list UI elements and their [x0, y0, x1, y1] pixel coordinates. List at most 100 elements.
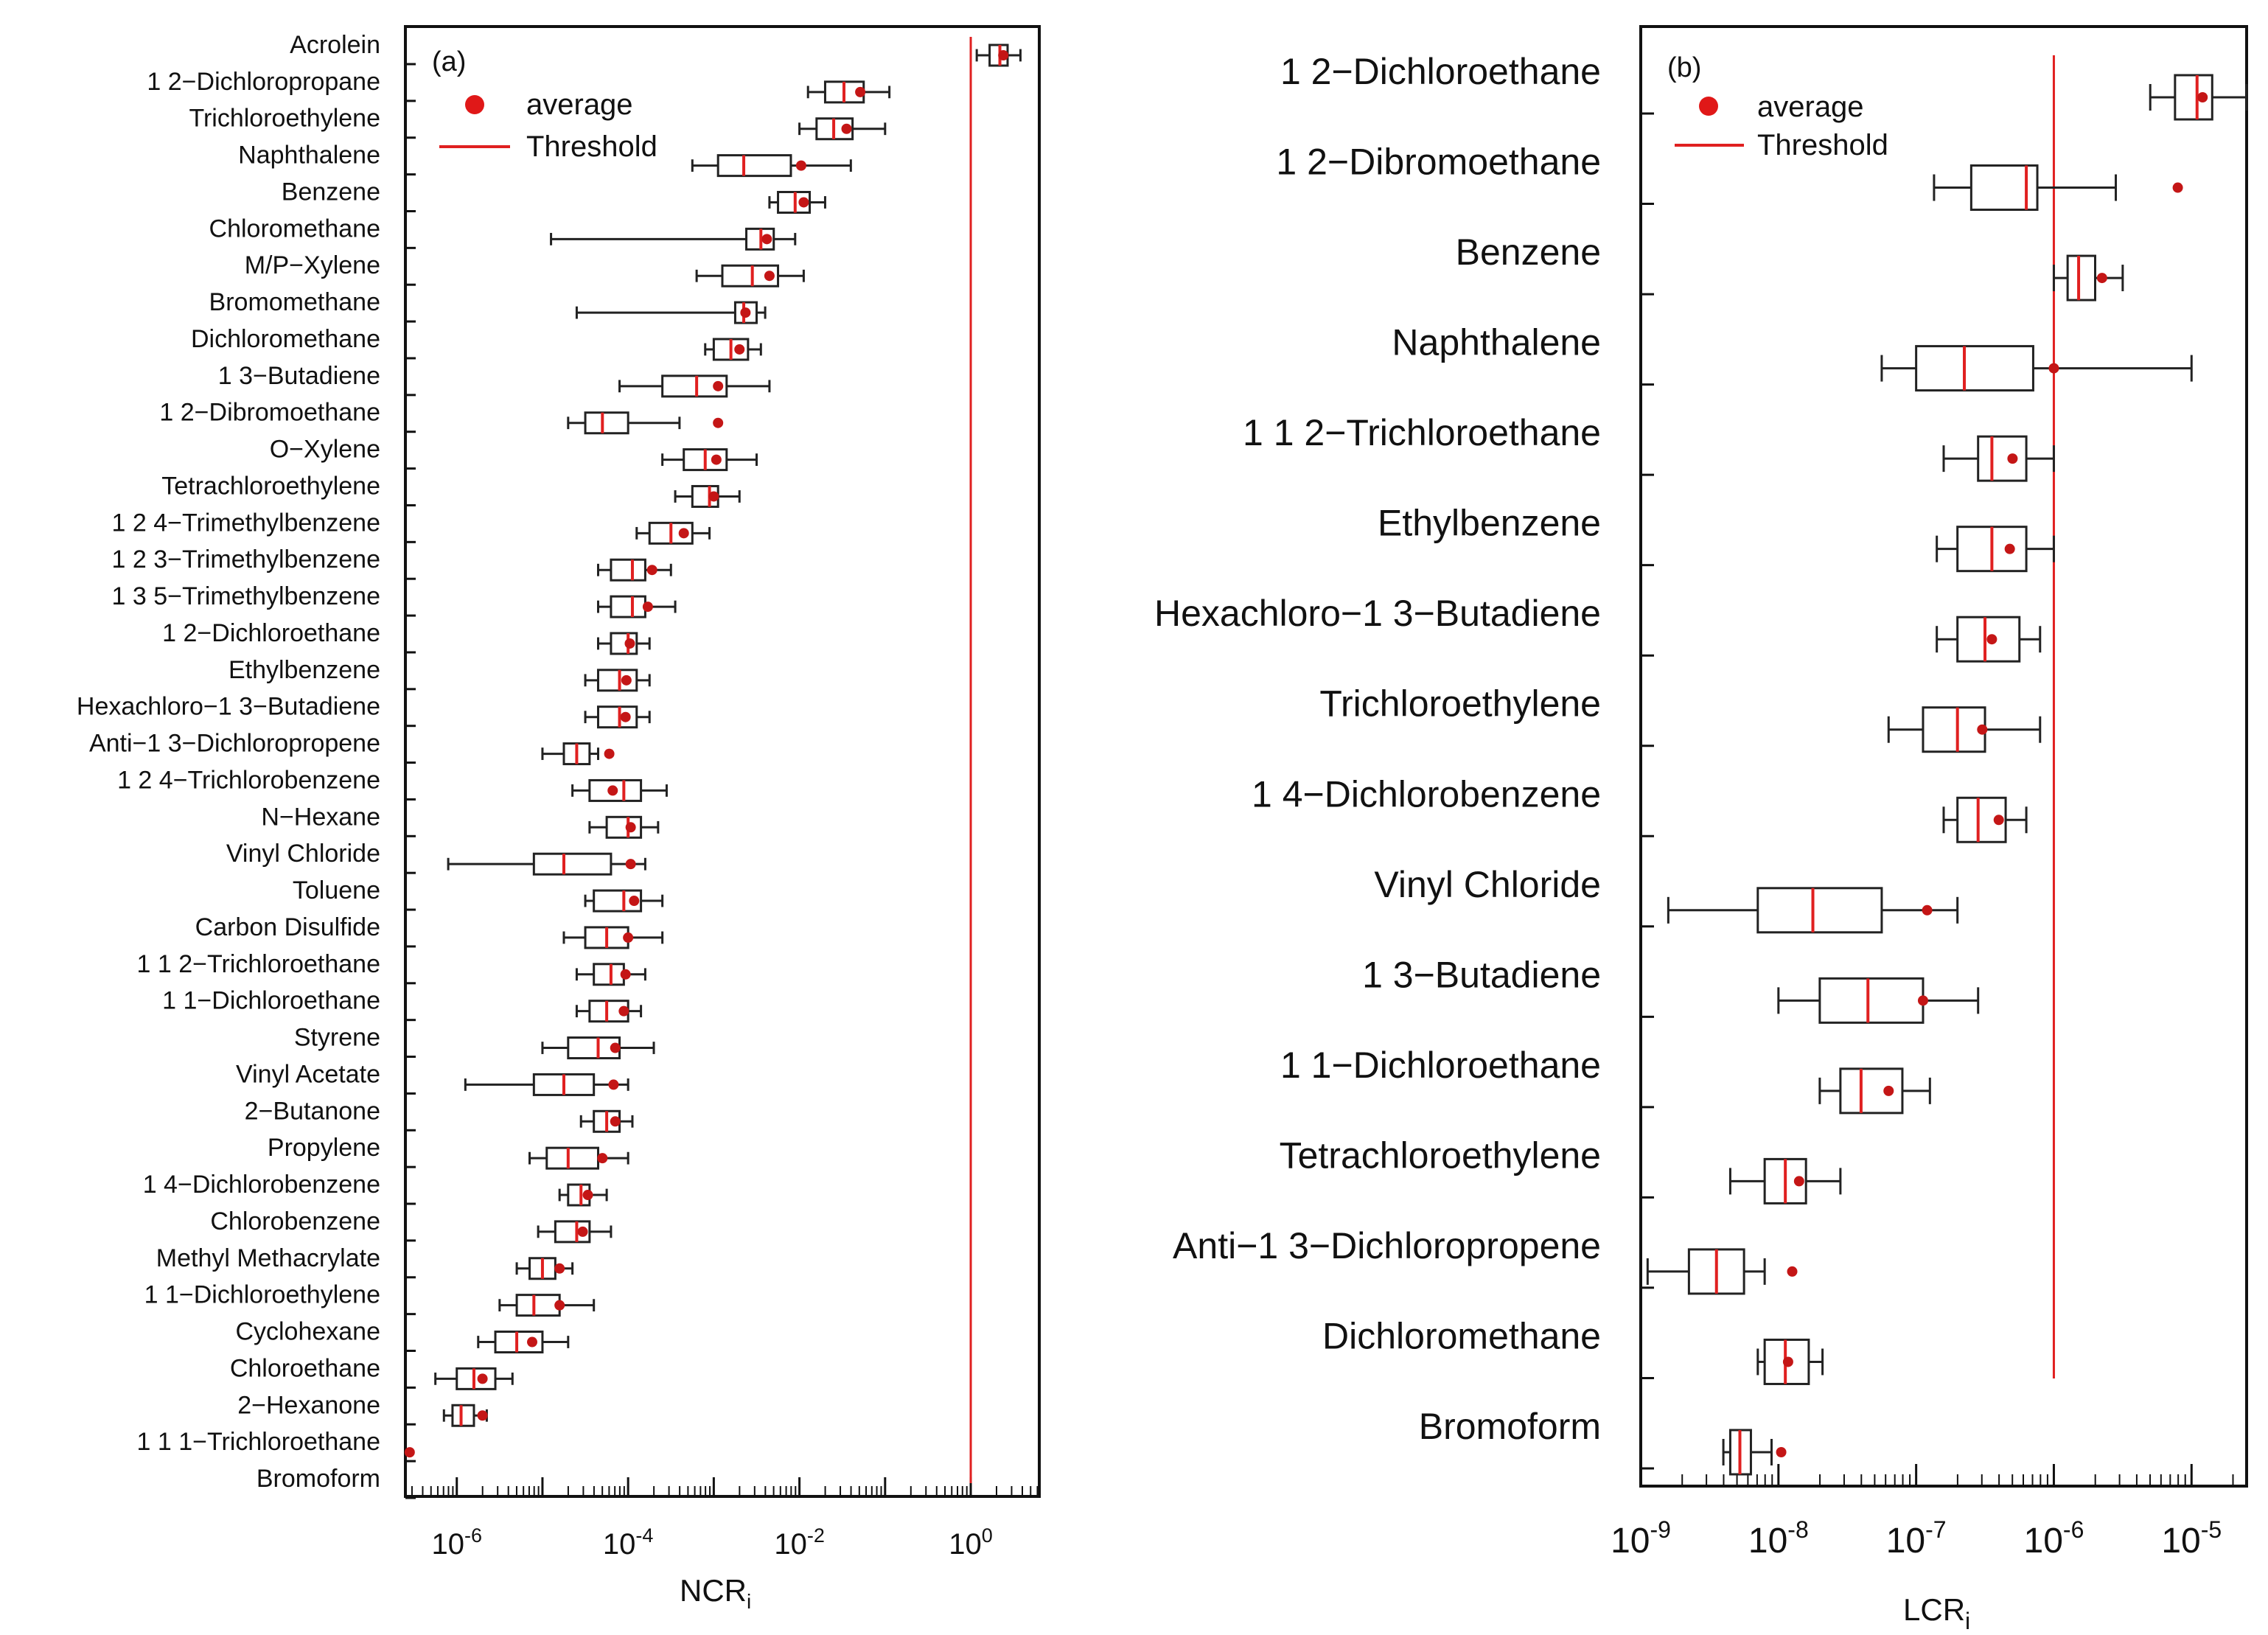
category-label: Tetrachloroethylene	[1280, 1134, 1601, 1176]
mean-marker	[713, 417, 724, 428]
mean-marker	[1883, 1085, 1894, 1096]
box-row	[515, 1257, 574, 1280]
mean-marker	[855, 86, 866, 97]
x-axis-title-b-main: LCR	[1903, 1592, 1965, 1627]
category-label: 1 2−Dibromoethane	[1276, 142, 1601, 183]
category-label: Cyclohexane	[235, 1318, 380, 1346]
category-label: Acrolein	[290, 31, 380, 59]
x-axis-title-a-main: NCR	[680, 1573, 747, 1608]
x-tick-exponent: -5	[2201, 1516, 2222, 1543]
mean-marker	[798, 197, 809, 208]
x-tick-base: 10	[949, 1528, 982, 1561]
x-tick-label: 10-2	[774, 1524, 825, 1561]
x-tick-label: 10-7	[1886, 1516, 1947, 1561]
category-label: Hexachloro−1 3−Butadiene	[1154, 593, 1601, 634]
category-label: 2−Butanone	[245, 1097, 380, 1125]
iqr-box	[1977, 435, 2028, 482]
category-label: Vinyl Chloride	[226, 840, 380, 868]
box-row	[1667, 887, 1959, 934]
box-row	[1880, 345, 2193, 392]
category-label: Bromomethane	[209, 288, 380, 316]
mean-marker	[618, 1005, 629, 1017]
iqr-box	[515, 1294, 561, 1317]
mean-marker	[841, 123, 852, 134]
category-label: 1 3 5−Trimethylbenzene	[112, 582, 380, 610]
iqr-box	[588, 778, 643, 802]
x-tick-base: 10	[774, 1528, 807, 1561]
boxes-b	[1646, 55, 2248, 1476]
box-row	[1756, 1338, 1824, 1385]
box-row	[588, 815, 660, 839]
x-axis-title-a: NCRi	[680, 1573, 751, 1613]
category-label: Methyl Methacrylate	[156, 1244, 380, 1272]
box-row	[562, 926, 664, 949]
category-label: Tetrachloroethylene	[161, 472, 380, 500]
x-tick-base: 10	[1611, 1521, 1650, 1561]
category-label: 1 3−Butadiene	[218, 362, 380, 390]
category-label: 1 2−Dibromoethane	[159, 399, 380, 427]
iqr-box	[584, 411, 629, 435]
category-label: Benzene	[282, 178, 380, 206]
legend-b-average-marker	[1699, 97, 1718, 116]
iqr-box	[596, 669, 638, 692]
box-row	[550, 227, 797, 251]
category-label: Naphthalene	[1392, 322, 1601, 363]
category-label: Dichloromethane	[191, 325, 380, 353]
category-label: 1 1 2−Trichloroethane	[137, 950, 380, 978]
box-row	[618, 374, 771, 398]
mean-marker	[2096, 273, 2107, 284]
panel-a-frame	[404, 25, 1041, 1498]
category-label: 1 2−Dichloroethane	[162, 619, 380, 647]
mean-marker	[554, 1300, 565, 1311]
x-tick-label: 10-9	[1611, 1516, 1671, 1561]
x-tick-base: 10	[2161, 1521, 2200, 1561]
category-label: 1 2−Dichloropropane	[147, 68, 380, 96]
category-label: 1 4−Dichlorobenzene	[143, 1171, 380, 1199]
mean-marker	[610, 1116, 621, 1127]
category-label: Trichloroethylene	[1319, 683, 1601, 725]
box-row	[691, 154, 852, 178]
box-row	[498, 1294, 596, 1317]
box-row	[2149, 74, 2248, 121]
mean-marker	[620, 711, 631, 722]
category-label: 1 3−Butadiene	[1362, 954, 1601, 995]
box-row	[1646, 1248, 1798, 1295]
x-tick-base: 10	[1748, 1521, 1787, 1561]
box-row	[541, 742, 615, 766]
iqr-box	[451, 1404, 475, 1427]
category-label: 1 1−Dichloroethylene	[144, 1281, 380, 1309]
mean-marker	[625, 822, 636, 833]
mean-marker	[740, 307, 751, 318]
box-row	[1942, 435, 2055, 482]
category-label: 1 4−Dichlorobenzene	[1252, 773, 1601, 815]
panel-b-label: (b)	[1667, 52, 1701, 83]
mean-marker	[1776, 1447, 1787, 1457]
box-row	[1818, 1067, 1931, 1115]
category-label: O−Xylene	[270, 436, 380, 464]
mean-marker	[610, 1042, 621, 1053]
mean-marker	[2197, 92, 2208, 102]
x-tick-base: 10	[603, 1528, 636, 1561]
category-label: Propylene	[268, 1134, 380, 1162]
category-label: Vinyl Chloride	[1374, 864, 1601, 905]
x-tick-exponent: 0	[982, 1524, 993, 1547]
x-tick-label: 10-6	[2024, 1516, 2084, 1561]
mean-marker	[604, 748, 615, 759]
box-row	[1722, 1429, 1787, 1476]
mean-marker	[1782, 1356, 1793, 1367]
category-label: M/P−Xylene	[245, 251, 380, 279]
panel-a-label: (a)	[432, 46, 466, 77]
category-label: Anti−1 3−Dichloropropene	[1173, 1225, 1601, 1266]
mean-marker	[708, 491, 719, 502]
category-label: Styrene	[294, 1024, 380, 1052]
x-tick-exponent: -6	[464, 1524, 482, 1547]
mean-marker	[2048, 363, 2059, 374]
box-row	[567, 411, 724, 435]
box-row	[1936, 526, 2055, 573]
category-label: 1 2 4−Trimethylbenzene	[112, 509, 380, 537]
box-row	[596, 595, 677, 618]
box-row	[584, 889, 664, 913]
box-row	[477, 1331, 570, 1354]
box-row	[596, 632, 651, 655]
category-label: 1 1 2−Trichloroethane	[1243, 412, 1601, 453]
